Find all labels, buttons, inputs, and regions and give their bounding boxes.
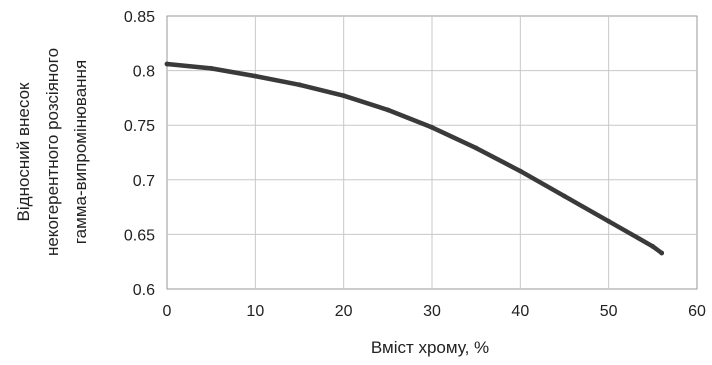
data-point (164, 61, 170, 67)
data-point (562, 193, 567, 199)
x-tick-label: 20 (335, 303, 353, 320)
y-tick-label: 0.6 (133, 282, 155, 299)
y-axis-label-line-1: Відносний внесок (14, 82, 33, 222)
x-tick-label: 50 (600, 303, 618, 320)
data-point (606, 218, 612, 224)
data-point (252, 73, 258, 79)
data-point (473, 145, 479, 151)
y-tick-label: 0.7 (133, 173, 155, 190)
x-tick-label: 0 (163, 303, 172, 320)
x-axis-label: Вміст хрому, % (371, 338, 489, 357)
x-tick-label: 60 (688, 303, 706, 320)
y-axis-label-line-2: некогерентного розсіяного (43, 48, 62, 256)
x-tick-label: 30 (423, 303, 441, 320)
y-tick-label: 0.75 (124, 118, 155, 135)
data-point (429, 125, 435, 130)
y-tick-label: 0.65 (124, 227, 155, 244)
x-tick-label: 40 (511, 303, 529, 320)
y-axis-label-line-3: гамма-випромінювання (71, 60, 90, 244)
tick-labels: 0 10 20 30 40 50 60 0.6 0.65 0.7 0.75 0.8 0.85 (124, 9, 706, 320)
data-point (297, 82, 302, 88)
y-tick-label: 0.85 (124, 9, 155, 26)
gridlines (167, 16, 697, 289)
data-point (517, 168, 523, 174)
data-point (659, 250, 665, 256)
y-tick-label: 0.8 (133, 64, 155, 81)
data-point (385, 107, 391, 113)
data-point (650, 244, 656, 249)
x-tick-label: 10 (246, 303, 264, 320)
data-point (341, 93, 347, 99)
series-layer (164, 61, 665, 256)
data-point (208, 66, 214, 71)
